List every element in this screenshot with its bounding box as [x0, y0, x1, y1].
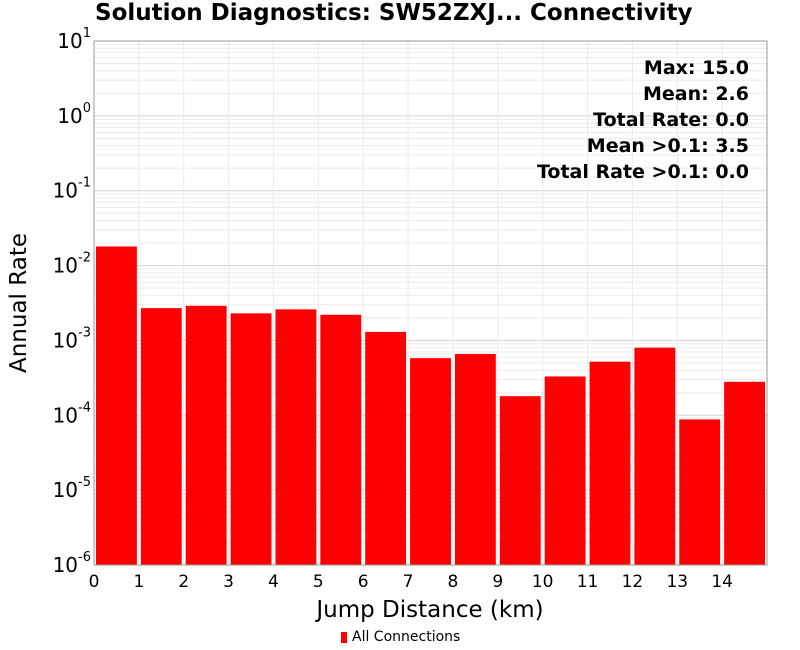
stat-annotation: Mean: 2.6 — [643, 83, 749, 105]
y-tick-label: 100 — [57, 101, 91, 128]
y-tick-label: 10-2 — [53, 251, 91, 278]
legend-swatch — [341, 631, 347, 643]
x-tick-label: 5 — [313, 572, 324, 592]
x-tick-label: 4 — [268, 572, 279, 592]
x-tick-label: 2 — [178, 572, 189, 592]
x-tick-label: 14 — [711, 572, 733, 592]
plot-border — [93, 40, 768, 566]
x-tick-label: 7 — [403, 572, 414, 592]
y-tick-label: 101 — [57, 26, 91, 53]
x-tick-label: 6 — [358, 572, 369, 592]
x-tick-label: 0 — [89, 572, 100, 592]
bar — [679, 419, 721, 565]
legend-label: All Connections — [352, 629, 461, 645]
stat-annotation: Mean >0.1: 3.5 — [587, 135, 749, 157]
x-axis-title: Jump Distance (km) — [314, 597, 543, 623]
bar — [454, 353, 496, 565]
stats-annotations: Max: 15.0 Mean: 2.6 Total Rate: 0.0 Mean >0… — [537, 57, 749, 183]
chart-title: Solution Diagnostics: SW52ZXJ... Connect… — [95, 0, 693, 26]
x-tick-label: 9 — [492, 572, 503, 592]
x-tick-label: 11 — [577, 572, 599, 592]
y-axis-title: Annual Rate — [6, 233, 32, 373]
x-tick-label: 3 — [223, 572, 234, 592]
stat-annotation: Total Rate: 0.0 — [593, 109, 749, 131]
y-tick-labels: 10-6 10-5 10-4 10-3 10-2 10-1 100 101 — [53, 26, 91, 577]
stat-annotation: Max: 15.0 — [644, 57, 749, 79]
bar — [140, 308, 182, 565]
x-tick-label: 13 — [666, 572, 688, 592]
x-tick-labels: 0 1 2 3 4 5 6 7 8 9 10 11 12 13 14 — [89, 572, 733, 592]
bar — [320, 314, 362, 565]
bar — [544, 376, 586, 565]
y-tick-label: 10-6 — [53, 550, 91, 577]
x-tick-label: 1 — [133, 572, 144, 592]
bar — [230, 313, 272, 565]
bar — [365, 331, 407, 565]
bar — [275, 309, 317, 565]
x-tick-label: 8 — [448, 572, 459, 592]
stat-annotation: Total Rate >0.1: 0.0 — [537, 161, 749, 183]
bar — [499, 396, 541, 565]
y-tick-label: 10-5 — [53, 475, 91, 502]
bars — [96, 246, 765, 565]
legend: All Connections — [341, 629, 460, 645]
bar — [96, 246, 137, 565]
bar — [185, 305, 227, 565]
bar — [410, 358, 451, 565]
bar — [634, 347, 676, 565]
bar — [724, 381, 765, 565]
x-tick-label: 10 — [532, 572, 554, 592]
y-tick-label: 10-1 — [53, 176, 91, 203]
x-tick-label: 12 — [622, 572, 644, 592]
bar — [589, 361, 631, 565]
y-tick-label: 10-4 — [53, 400, 91, 427]
y-tick-label: 10-3 — [53, 325, 91, 352]
